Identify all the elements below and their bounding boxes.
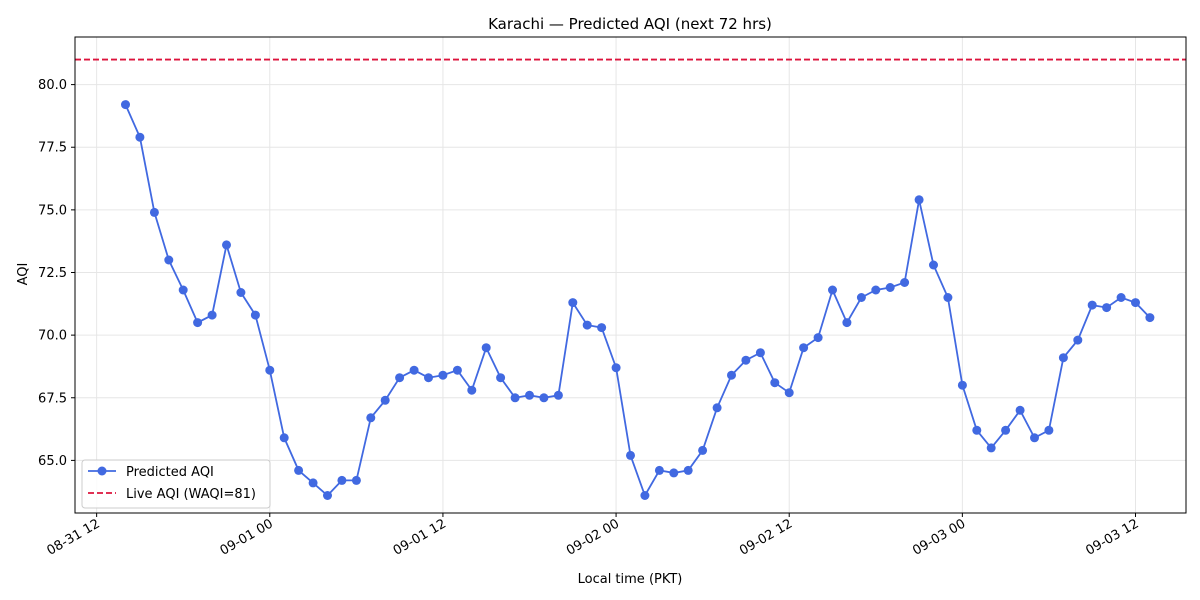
predicted-aqi-point <box>1131 298 1140 308</box>
y-tick-label: 80.0 <box>38 78 67 93</box>
predicted-aqi-point <box>626 450 635 460</box>
predicted-aqi-point <box>337 475 347 485</box>
predicted-aqi-point <box>539 393 549 403</box>
predicted-aqi-point <box>308 478 318 488</box>
predicted-aqi-point <box>712 403 722 413</box>
predicted-aqi-point <box>250 310 260 320</box>
predicted-aqi-point <box>986 443 996 453</box>
predicted-aqi-point <box>871 285 881 295</box>
predicted-aqi-point <box>1102 303 1112 313</box>
predicted-aqi-point <box>683 465 693 475</box>
predicted-aqi-point <box>1145 313 1155 323</box>
predicted-aqi-point <box>856 293 866 302</box>
plot-area <box>75 58 1186 500</box>
predicted-aqi-point <box>467 385 477 395</box>
predicted-aqi-point <box>654 465 664 475</box>
predicted-aqi-point <box>380 395 390 405</box>
predicted-aqi-point <box>1030 433 1039 443</box>
predicted-aqi-point <box>207 310 217 320</box>
predicted-aqi-point <box>438 370 448 380</box>
predicted-aqi-point <box>611 363 621 373</box>
predicted-aqi-point <box>1044 425 1054 435</box>
predicted-aqi-point <box>323 491 332 500</box>
predicted-aqi-point <box>755 348 765 358</box>
predicted-aqi-point <box>366 413 376 423</box>
predicted-aqi-point <box>1001 425 1011 435</box>
predicted-aqi-point <box>914 195 924 205</box>
predicted-aqi-point <box>1058 353 1068 363</box>
predicted-aqi-point <box>640 491 650 500</box>
legend-marker-predicted <box>97 466 107 476</box>
predicted-aqi-point <box>597 323 607 333</box>
predicted-aqi-point <box>784 388 794 398</box>
predicted-aqi-point <box>265 365 275 375</box>
legend-box <box>81 459 271 509</box>
predicted-aqi-point <box>149 207 159 217</box>
predicted-aqi-point <box>409 365 419 375</box>
predicted-aqi-point <box>193 318 203 328</box>
y-tick-label: 72.5 <box>38 266 67 281</box>
y-tick-label: 75.0 <box>38 203 67 218</box>
predicted-aqi-point <box>582 320 592 330</box>
predicted-aqi-point <box>1116 293 1126 302</box>
predicted-aqi-point <box>164 255 174 265</box>
predicted-aqi-point <box>553 390 563 400</box>
predicted-aqi-point <box>741 355 751 365</box>
y-axis: 65.0 67.5 70.0 72.5 75.0 77.5 80.0 <box>38 78 75 469</box>
legend-label-live: Live AQI (WAQI=81) <box>126 487 256 502</box>
predicted-aqi-point <box>1087 300 1097 310</box>
predicted-aqi-point <box>452 365 462 375</box>
predicted-aqi-point <box>842 318 852 328</box>
predicted-aqi-point <box>885 283 895 292</box>
predicted-aqi-point <box>900 278 910 287</box>
predicted-aqi-point <box>121 100 130 110</box>
predicted-aqi-point <box>770 378 780 388</box>
predicted-aqi-point <box>698 445 708 455</box>
y-tick-label: 70.0 <box>38 329 67 344</box>
predicted-aqi-point <box>972 425 982 435</box>
predicted-aqi-point <box>424 373 433 383</box>
y-tick-label: 67.5 <box>38 391 67 406</box>
predicted-aqi-point <box>568 298 578 308</box>
predicted-aqi-point <box>135 132 145 142</box>
predicted-aqi-point <box>510 393 520 403</box>
predicted-aqi-point <box>957 380 967 390</box>
predicted-aqi-point <box>178 285 188 295</box>
legend-label-predicted: Predicted AQI <box>126 465 214 480</box>
predicted-aqi-point <box>294 465 304 475</box>
predicted-aqi-point <box>943 293 953 302</box>
predicted-aqi-point <box>828 285 837 295</box>
x-axis-label: Local time (PKT) <box>578 572 683 587</box>
predicted-aqi-point <box>351 475 361 485</box>
predicted-aqi-point <box>799 343 809 353</box>
predicted-aqi-point <box>669 468 679 478</box>
predicted-aqi-point <box>496 373 506 383</box>
predicted-aqi-point <box>727 370 736 380</box>
y-axis-label: AQI <box>16 263 31 286</box>
y-tick-label: 77.5 <box>38 141 67 156</box>
predicted-aqi-point <box>395 373 405 383</box>
y-tick-label: 65.0 <box>38 454 67 469</box>
predicted-aqi-point <box>1015 405 1025 415</box>
predicted-aqi-point <box>929 260 938 270</box>
plot-frame <box>74 36 1187 514</box>
predicted-aqi-point <box>222 240 231 250</box>
predicted-aqi-point <box>1073 335 1083 345</box>
legend: Predicted AQI Live AQI (WAQI=81) <box>81 459 271 509</box>
predicted-aqi-point <box>525 390 534 400</box>
chart-title: Karachi — Predicted AQI (next 72 hrs) <box>488 15 772 33</box>
predicted-aqi-point <box>236 288 246 297</box>
predicted-aqi-point <box>481 343 491 353</box>
predicted-aqi-point <box>279 433 289 443</box>
predicted-aqi-point <box>813 333 823 343</box>
